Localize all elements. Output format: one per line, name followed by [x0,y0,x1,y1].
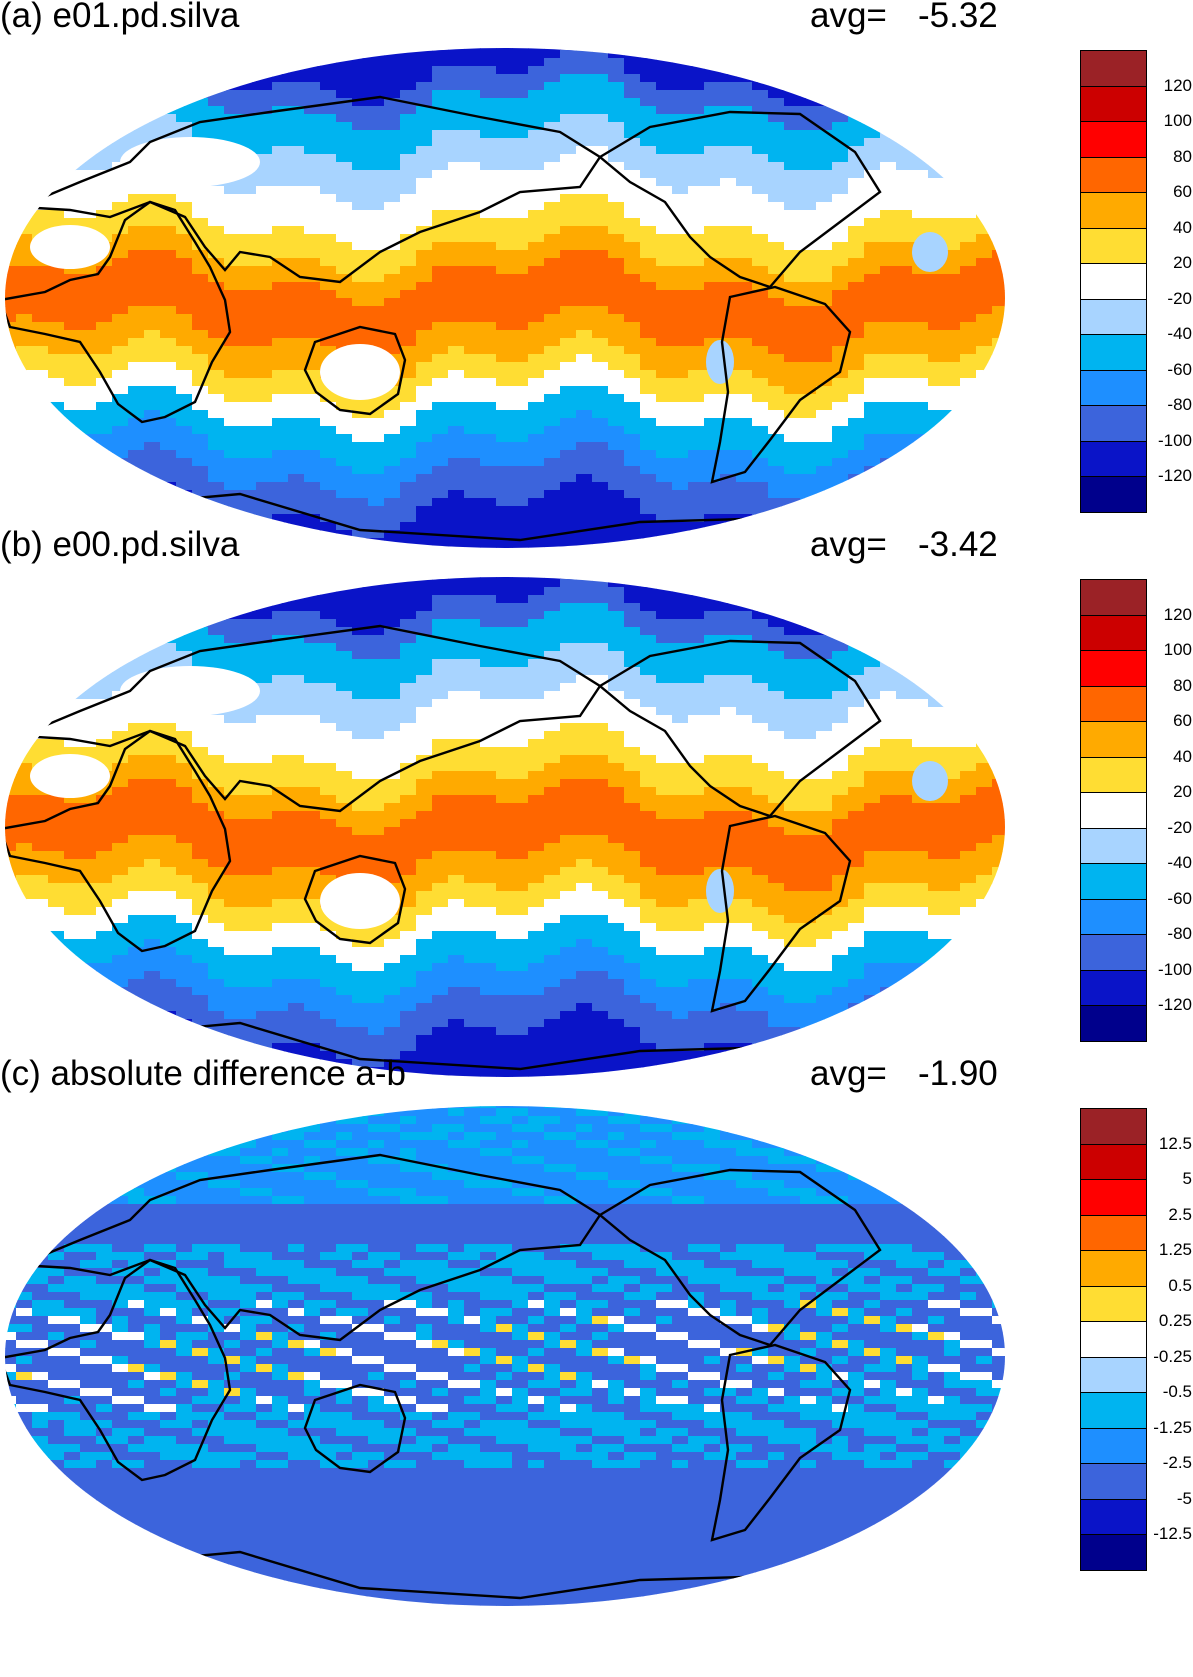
colorbar-tick-label: -40 [1167,853,1192,872]
colorbar-swatch [1080,121,1147,158]
avg-label: avg= [810,0,887,35]
colorbar-tick-label: -20 [1167,817,1192,837]
colorbar-tick-label: 0.5 [1168,1275,1192,1295]
avg-label: avg= [810,1054,887,1093]
colorbar-swatch [1080,1321,1147,1358]
map-field-cells [5,577,1005,1077]
colorbar-swatch [1080,1534,1147,1571]
colorbar-swatch [1080,50,1147,87]
colorbar-tick-label: 100 [1163,111,1192,130]
avg-label: avg= [810,525,887,564]
colorbar-tick-label: -0.25 [1153,1346,1192,1366]
colorbar-swatch [1080,934,1147,971]
colorbar-swatch [1080,792,1147,829]
colorbar-swatch [1080,1250,1147,1287]
colorbar-swatch [1080,263,1147,300]
colorbar-swatch [1080,1356,1147,1394]
colorbar-tick-label: -100 [1157,959,1192,979]
avg-value: -3.42 [918,525,998,564]
colorbar-tick-label: -5 [1176,1488,1192,1508]
colorbar-swatch [1080,863,1147,900]
panel-title: (b) e00.pd.silva [0,525,240,564]
colorbar-swatch [1080,969,1147,1007]
colorbar-tick-label: 0.25 [1158,1311,1192,1330]
colorbar-tick-label: 120 [1163,604,1192,624]
colorbar-swatch [1080,756,1147,794]
colorbar-swatch [1080,650,1147,687]
colorbar-tick-label: 5 [1182,1169,1192,1188]
colorbar-swatch [1080,579,1147,616]
colorbar-swatch [1080,1214,1147,1252]
map-field [5,577,1005,1077]
colorbar-tick-label: 120 [1163,75,1192,95]
colorbar-swatch [1080,614,1147,652]
colorbar-swatch [1080,369,1147,407]
colorbar-swatch [1080,1285,1147,1323]
colorbar-swatch [1080,1143,1147,1181]
colorbar-tick-label: 20 [1173,782,1192,801]
colorbar-tick-label: 2.5 [1168,1204,1192,1224]
colorbar-tick-label: -120 [1157,466,1192,485]
colorbar-tick-label: -80 [1167,924,1192,943]
colorbar-tick-label: -80 [1167,395,1192,414]
colorbar-swatch [1080,1427,1147,1465]
colorbar-swatch [1080,192,1147,229]
colorbar-tick-label: 12.5 [1158,1133,1192,1153]
panel-title: (c) absolute difference a-b [0,1054,406,1093]
map-field [5,48,1005,548]
colorbar-swatch [1080,298,1147,336]
colorbar-tick-label: -20 [1167,288,1192,308]
colorbar-swatch [1080,1463,1147,1500]
colorbar-swatch [1080,1498,1147,1536]
colorbar-swatch [1080,827,1147,865]
colorbar-tick-label: -120 [1157,995,1192,1014]
colorbar-tick-label: -40 [1167,324,1192,343]
colorbar-swatch [1080,1392,1147,1429]
colorbar-tick-label: 1.25 [1158,1240,1192,1259]
colorbar-tick-label: -60 [1167,888,1192,908]
colorbar-swatch [1080,898,1147,936]
colorbar-swatch [1080,227,1147,265]
avg-value: -1.90 [918,1054,998,1093]
avg-value: -5.32 [918,0,998,35]
coastlines [5,1153,894,1606]
colorbar-swatch [1080,1108,1147,1145]
colorbar-swatch [1080,440,1147,478]
colorbar-swatch [1080,721,1147,758]
colorbar-tick-label: 60 [1173,711,1192,730]
colorbar-tick-label: -60 [1167,359,1192,379]
colorbar-tick-label: -100 [1157,430,1192,450]
colorbar-tick-label: 40 [1173,746,1192,766]
colorbar-tick-label: -1.25 [1153,1417,1192,1437]
colorbar-tick-label: -12.5 [1153,1524,1192,1543]
map-field-cells [5,48,1005,548]
colorbar-swatch [1080,1005,1147,1042]
colorbar-tick-label: -0.5 [1162,1382,1192,1401]
colorbar-swatch [1080,334,1147,371]
colorbar-swatch [1080,405,1147,442]
colorbar-swatch [1080,685,1147,723]
map-field-cells [5,1106,1005,1606]
colorbar-tick-label: 20 [1173,253,1192,272]
colorbar-tick-label: 80 [1173,146,1192,166]
colorbar-swatch [1080,156,1147,194]
colorbar-tick-label: -2.5 [1162,1453,1192,1472]
colorbar-tick-label: 80 [1173,675,1192,695]
colorbar-swatch [1080,1179,1147,1216]
colorbar-swatch [1080,85,1147,123]
panel-title: (a) e01.pd.silva [0,0,240,35]
colorbar-tick-label: 60 [1173,182,1192,201]
colorbar-swatch [1080,476,1147,513]
colorbar-tick-label: 100 [1163,640,1192,659]
colorbar-tick-label: 40 [1173,217,1192,237]
map-difference [5,1106,1005,1606]
